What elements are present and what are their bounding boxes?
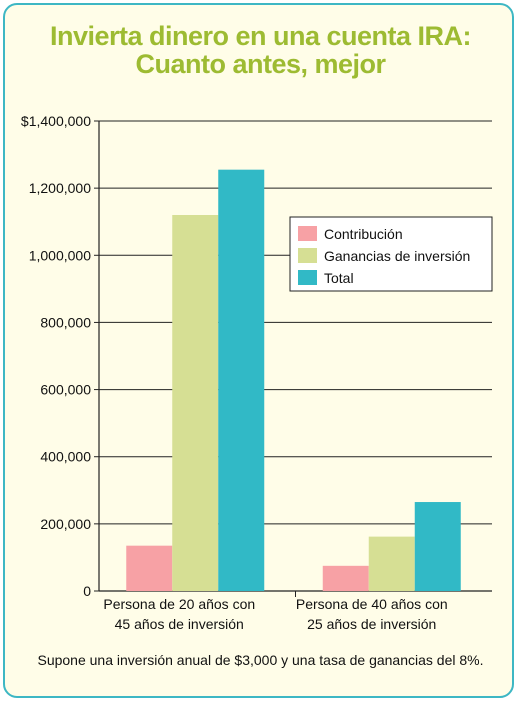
y-tick-label: 0 xyxy=(83,583,91,599)
y-tick-label: 600,000 xyxy=(40,382,91,398)
bar-total xyxy=(218,169,265,591)
x-tick-label: 45 años de inversión xyxy=(115,616,244,632)
x-tick-label: Persona de 20 años con xyxy=(103,596,255,612)
title-line-2: Cuanto antes, mejor xyxy=(135,49,386,79)
y-tick-label: 200,000 xyxy=(40,516,91,532)
x-tick-label: Persona de 40 años con xyxy=(296,596,448,612)
bar-ganancias xyxy=(172,215,219,591)
y-tick-label: $1,400,000 xyxy=(21,113,91,129)
footnote: Supone una inversión anual de $3,000 y u… xyxy=(37,652,484,668)
y-tick-label: 400,000 xyxy=(40,449,91,465)
bar-ganancias xyxy=(368,536,415,591)
x-tick-label: 25 años de inversión xyxy=(307,616,436,632)
legend-swatch xyxy=(298,226,317,241)
legend-swatch xyxy=(298,270,317,285)
legend-label: Total xyxy=(324,270,354,286)
bar-total xyxy=(414,502,461,591)
legend xyxy=(289,216,493,292)
y-tick-label: 1,200,000 xyxy=(29,180,91,196)
bar-contribucion xyxy=(126,545,173,591)
chart-title: Invierta dinero en una cuenta IRA: Cuant… xyxy=(0,22,521,78)
y-tick-label: 1,000,000 xyxy=(29,247,91,263)
bar-contribucion xyxy=(322,565,369,591)
legend-label: Contribución xyxy=(324,226,403,242)
y-tick-label: 800,000 xyxy=(40,314,91,330)
title-line-1: Invierta dinero en una cuenta IRA: xyxy=(49,21,472,51)
legend-swatch xyxy=(298,248,317,263)
legend-label: Ganancias de inversión xyxy=(324,248,470,264)
